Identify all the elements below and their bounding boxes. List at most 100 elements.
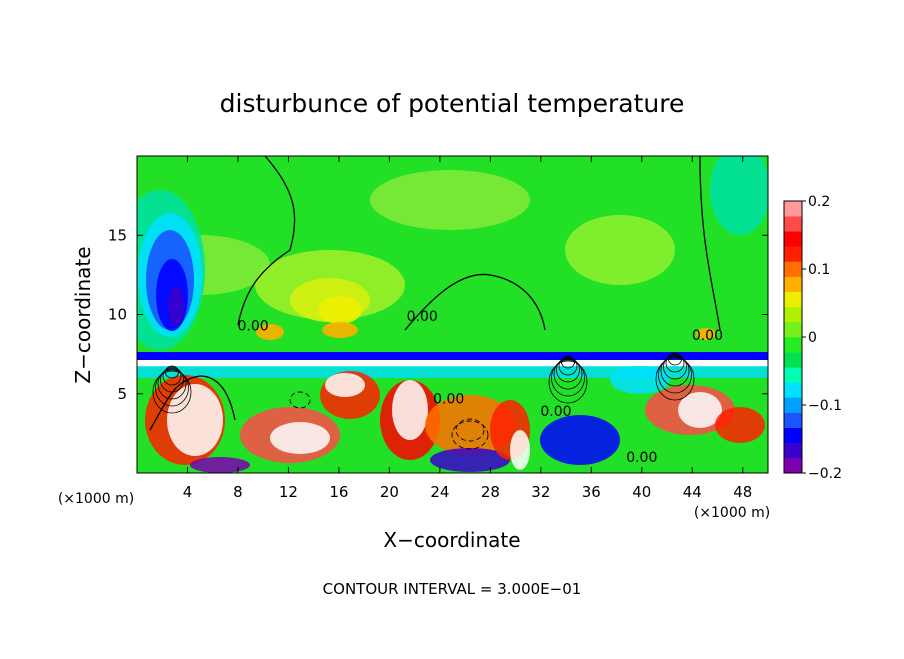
contour-cluster — [162, 366, 182, 386]
contour-cluster — [160, 367, 184, 393]
contour-cluster — [551, 359, 585, 397]
colorbar-swatch — [784, 367, 802, 383]
x-axis-label: X−coordinate — [383, 528, 520, 552]
colorbar-swatch — [784, 216, 802, 232]
colorbar-swatch — [784, 276, 802, 292]
field-blob — [256, 324, 284, 340]
y-axis: 5 10 15 — [108, 226, 768, 403]
contour-cluster — [558, 356, 578, 376]
colorbar-swatch — [784, 382, 802, 398]
x-tick-label: 48 — [733, 483, 752, 501]
y-axis-label: Z−coordinate — [71, 246, 95, 383]
field-blob — [510, 430, 530, 470]
colorbar-swatch — [784, 337, 802, 353]
contour-negative — [455, 418, 485, 442]
colorbar-swatch — [784, 412, 802, 428]
colorbar-swatch — [784, 442, 802, 459]
contour-label: 0.00 — [626, 450, 657, 466]
colorbar-swatch — [784, 231, 802, 247]
colorbar-swatch — [784, 397, 802, 413]
colorbar-tick-label: −0.2 — [808, 466, 842, 482]
x-unit-right: (×1000 m) — [694, 505, 770, 521]
contour-zero — [699, 156, 721, 331]
field-blob — [715, 407, 765, 443]
x-tick-label: 12 — [279, 483, 298, 501]
field-blob — [322, 322, 358, 338]
colorbar-swatch — [784, 261, 802, 277]
contour-cluster — [658, 356, 692, 394]
contour-cluster — [152, 370, 192, 414]
contour-zero — [149, 375, 236, 431]
field-blob — [610, 366, 670, 394]
contour-label: 0.00 — [692, 328, 723, 344]
colorbar-swatch — [784, 201, 802, 217]
colorbar: 0.2 0.1 0 −0.1 −0.2 — [783, 194, 842, 482]
contour-cluster — [655, 357, 695, 401]
contour-cluster — [663, 354, 687, 380]
x-tick-label: 40 — [632, 483, 651, 501]
contour-cluster — [548, 360, 588, 404]
colorbar-swatch — [784, 457, 802, 474]
colorbar-swatch — [784, 246, 802, 262]
x-unit-left: (×1000 m) — [58, 491, 134, 507]
contour-cluster — [665, 353, 685, 373]
contour-cluster — [157, 368, 187, 400]
contour-label: 0.00 — [433, 391, 464, 407]
x-tick-label: 16 — [329, 483, 348, 501]
field-blob — [325, 373, 365, 397]
contour-cluster — [660, 355, 690, 387]
field-blob — [710, 156, 768, 235]
contour-zero — [237, 156, 296, 326]
colorbar-swatch — [784, 321, 802, 338]
field-blob — [168, 286, 184, 326]
y-tick-label: 15 — [108, 226, 127, 244]
contour-interval-footer: CONTOUR INTERVAL = 3.000E−01 — [323, 580, 582, 598]
field-blob — [565, 215, 675, 285]
colorbar-tick-label: 0.2 — [808, 194, 830, 210]
x-axis: 4 8 12 16 20 24 28 32 36 40 44 48 — [183, 156, 752, 501]
contour-negative — [451, 420, 489, 450]
contour-label: 0.00 — [540, 404, 571, 420]
x-tick-label: 4 — [183, 483, 193, 501]
contour-cluster — [553, 358, 583, 390]
y-tick-label: 5 — [117, 385, 127, 403]
x-tick-label: 44 — [683, 483, 702, 501]
field-blob — [318, 296, 362, 324]
contour-labels: 0.00 0.00 0.00 0.00 0.00 0.00 — [238, 309, 723, 466]
colorbar-swatch — [784, 352, 802, 368]
colorbar-swatch — [784, 306, 802, 323]
contour-cluster — [556, 357, 580, 383]
colorbar-tick-label: −0.1 — [808, 398, 842, 414]
x-tick-label: 36 — [582, 483, 601, 501]
contour-label: 0.00 — [407, 309, 438, 325]
x-tick-label: 32 — [531, 483, 550, 501]
x-tick-label: 28 — [481, 483, 500, 501]
colorbar-swatch — [784, 291, 802, 308]
colorbar-tick-label: 0.1 — [808, 262, 830, 278]
contour-negative — [289, 391, 311, 409]
x-tick-label: 8 — [233, 483, 243, 501]
contour-cluster — [155, 369, 189, 407]
contour-label: 0.00 — [238, 318, 269, 334]
field-band — [137, 360, 768, 367]
field-blob — [540, 415, 620, 465]
x-tick-label: 24 — [430, 483, 449, 501]
chart-title: disturbunce of potential temperature — [220, 89, 685, 118]
field-blob — [430, 448, 510, 472]
x-tick-label: 20 — [380, 483, 399, 501]
field-band — [137, 366, 768, 378]
y-tick-label: 10 — [108, 306, 127, 324]
field-blob — [270, 422, 330, 454]
field-band — [137, 352, 768, 362]
field-blob — [392, 380, 428, 440]
colorbar-swatch — [784, 427, 802, 444]
colorbar-tick-label: 0 — [808, 330, 817, 346]
field-blob — [167, 384, 223, 456]
contour-lines — [149, 156, 721, 450]
field-blob — [678, 392, 722, 428]
contour-zero — [404, 273, 546, 331]
field-blob — [190, 457, 250, 473]
field-blob — [370, 170, 530, 230]
